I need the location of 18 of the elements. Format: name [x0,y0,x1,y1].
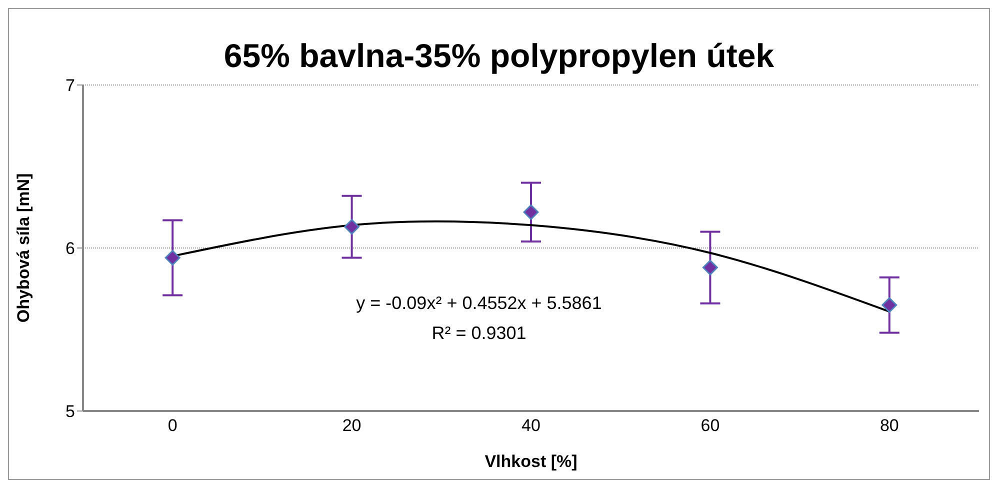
x-tick-label: 60 [700,416,720,436]
annotation: R² = 0.9301 [432,323,526,343]
annotation: y = -0.09x² + 0.4552x + 5.5861 [356,293,602,313]
point [344,219,360,235]
x-axis-title: Vlhkost [%] [484,452,578,471]
y-tick-label: 7 [66,76,75,96]
y-tick-label: 6 [66,239,75,258]
point [523,204,539,220]
x-tick-label: 80 [880,416,899,436]
point [702,260,718,276]
y-axis-title: Ohybová síla [mN] [14,173,34,323]
point [882,297,898,313]
y-tick-label: 5 [66,402,75,422]
x-tick-label: 0 [168,416,178,436]
x-tick-label: 40 [522,416,540,436]
x-tick-label: 20 [342,416,362,436]
chart-title: 65% bavlna-35% polypropylen útek [222,37,776,75]
point [164,250,180,266]
